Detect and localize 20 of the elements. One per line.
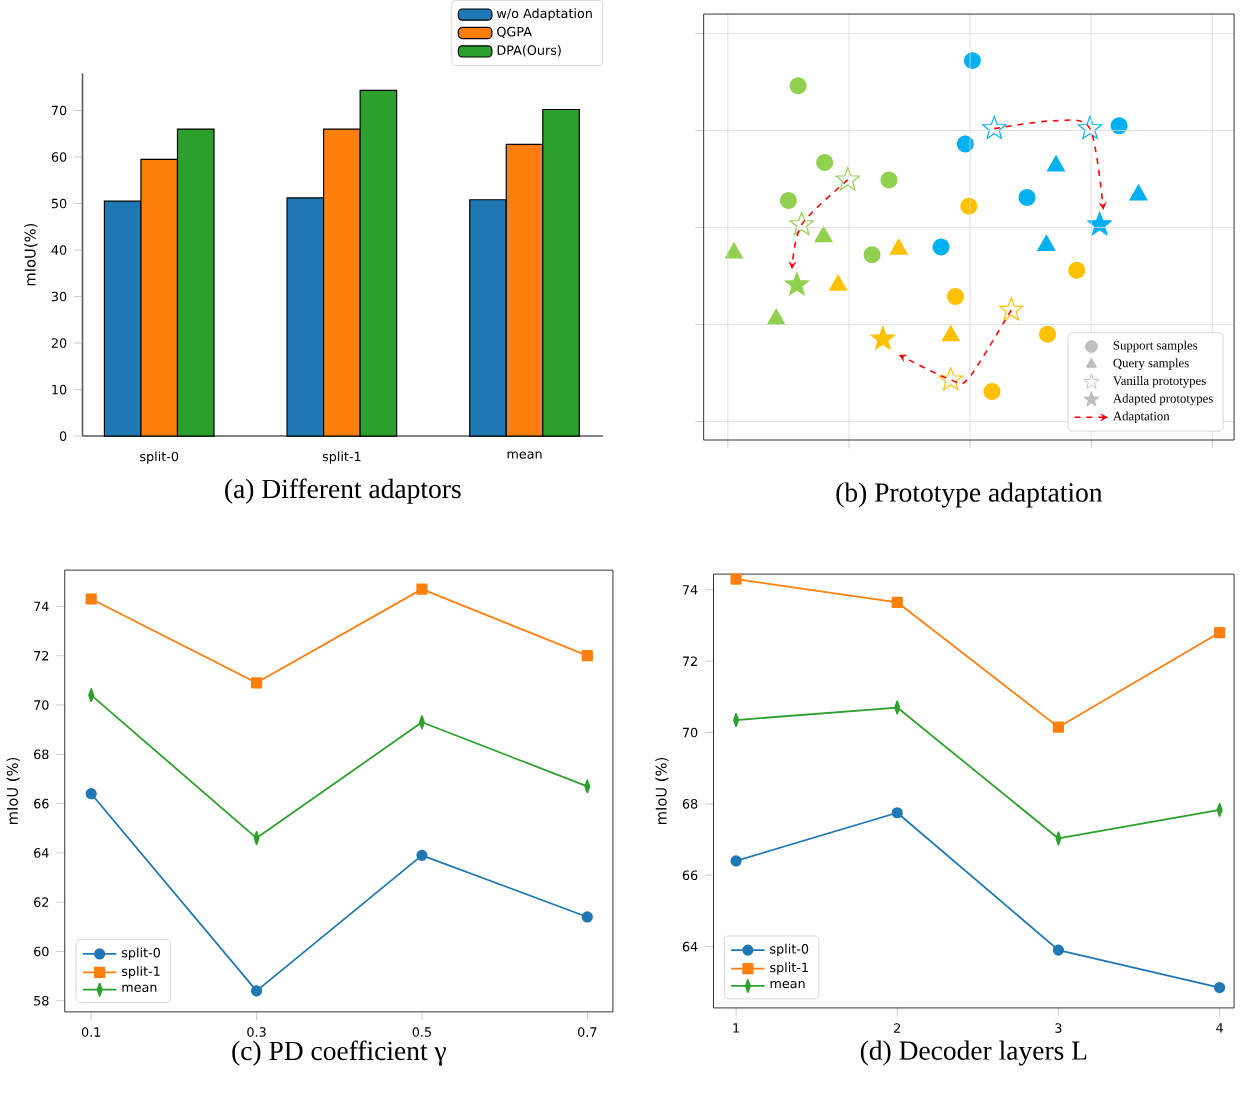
point — [250, 984, 263, 997]
point — [581, 649, 593, 661]
point — [85, 787, 97, 800]
point — [1052, 721, 1065, 733]
point — [416, 849, 428, 861]
point — [1213, 626, 1226, 638]
point — [891, 806, 903, 819]
text: (b) Prototype adaptation — [836, 482, 1103, 508]
point — [730, 855, 742, 867]
point — [250, 676, 263, 689]
point — [730, 573, 742, 585]
point — [85, 593, 97, 605]
text: (c) PD coefficient γ — [232, 1040, 446, 1066]
point — [1213, 981, 1226, 993]
text: (d) Decoder layers L — [860, 1040, 1087, 1066]
point — [1052, 944, 1065, 956]
point — [891, 596, 903, 608]
text: (a) Different adaptors — [225, 478, 461, 504]
point — [581, 911, 593, 923]
point — [416, 583, 428, 595]
